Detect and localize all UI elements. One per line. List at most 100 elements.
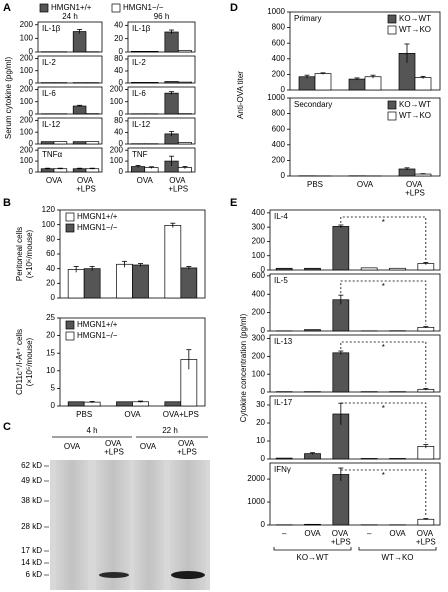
y-tick-label: 200 <box>110 145 124 154</box>
bar <box>144 82 159 84</box>
group-bracket <box>273 547 352 551</box>
marker-label: 28 kD <box>21 522 42 531</box>
legend-swatch <box>387 14 397 24</box>
plot-frame <box>269 334 441 393</box>
legend-label: HMGN1+/+ <box>77 212 118 221</box>
y-tick-label: 200 <box>20 145 34 154</box>
x-tick-label: OVA <box>357 180 374 189</box>
y-tick-label: 0 <box>261 387 266 396</box>
bar <box>164 92 179 115</box>
legend-swatch <box>39 3 49 13</box>
error-bar <box>338 350 344 355</box>
bar <box>180 267 198 299</box>
legend-label: KO→WT <box>399 100 431 109</box>
bar <box>360 458 378 460</box>
gel: 4 h 22 h OVA OVA +LPS OVA OVA +LPS 62 kD… <box>21 426 210 590</box>
bar <box>332 474 350 526</box>
marker-label: 14 kD <box>21 558 42 567</box>
chart-title: IL-17 <box>274 398 293 407</box>
gel-markers <box>44 465 49 576</box>
error-bar <box>77 104 83 107</box>
bar <box>304 267 321 271</box>
x-tick-label: OVA +LPS <box>416 529 436 546</box>
chart-title: IL-6 <box>42 89 56 98</box>
x-tick-label: – <box>282 529 287 538</box>
bar <box>275 267 293 271</box>
y-tick-label: 100 <box>42 220 56 229</box>
chart-title: IFNγ <box>274 465 291 474</box>
error-bar <box>138 400 143 403</box>
plot-frame <box>289 97 441 177</box>
legend-swatch <box>387 111 397 121</box>
bar <box>72 31 87 53</box>
chart-title: TNFα <box>42 150 63 159</box>
bar <box>131 82 146 84</box>
plot-frame <box>127 21 196 53</box>
bar <box>72 105 87 115</box>
error-bar <box>320 72 326 75</box>
plot-frame <box>269 273 441 332</box>
y-axis-label: Peritoneal cells <box>15 227 24 281</box>
y-tick-label: 0 <box>51 293 56 302</box>
x-tick-label: PBS <box>76 410 92 419</box>
y-tick-label: 0 <box>261 265 266 274</box>
significance-bracket <box>340 341 427 387</box>
bar <box>67 269 85 299</box>
y-tick-label: 100 <box>110 156 124 165</box>
y-tick-label: 20 <box>256 418 265 427</box>
legend-swatch <box>111 3 121 13</box>
significance-mark: * <box>382 282 385 291</box>
y-tick-label: 400 <box>252 208 266 217</box>
bar <box>131 50 146 53</box>
y-tick-label: 15 <box>46 348 55 357</box>
y-tick-label: 600 <box>272 124 286 133</box>
y-tick-label: 60 <box>46 249 55 258</box>
y-tick-label: 600 <box>252 271 266 280</box>
y-tick-label: 600 <box>272 38 286 47</box>
gel-time: 4 h <box>86 426 97 435</box>
plot-frame <box>37 86 103 115</box>
plot-frame <box>269 209 441 271</box>
error-bar <box>169 91 175 95</box>
gel-lane-label: OVA +LPS <box>177 439 197 456</box>
panel-label: D <box>230 2 238 14</box>
chart-title: IL-6 <box>132 89 146 98</box>
bar <box>164 401 182 407</box>
y-tick-label: 0 <box>119 167 124 176</box>
error-bar <box>169 155 175 166</box>
error-bar <box>122 260 127 268</box>
y-tick-label: 100 <box>252 369 266 378</box>
y-axis-label: CD11c⁺/I-Aᵉ⁺ cells <box>15 329 24 395</box>
y-tick-label: 0 <box>119 109 124 118</box>
plot-frame <box>37 117 103 145</box>
error-bar <box>423 388 429 391</box>
bar <box>304 329 321 332</box>
y-tick-label: 400 <box>272 140 286 149</box>
legend-label: HMGN1−/− <box>77 223 118 232</box>
y-tick-label: 0 <box>281 85 286 94</box>
y-tick-label: 40 <box>114 66 123 75</box>
plot-frame <box>127 117 196 145</box>
y-tick-label: 100 <box>20 66 34 75</box>
y-tick-label: 10 <box>256 436 265 445</box>
y-tick-label: 100 <box>20 33 34 42</box>
chart-title: IL-12 <box>132 120 151 129</box>
error-bar <box>420 75 426 79</box>
error-bar <box>57 167 63 170</box>
bar <box>177 142 192 145</box>
y-tick-label: 40 <box>114 128 123 137</box>
legend-swatch <box>387 25 397 35</box>
error-bar <box>338 224 344 228</box>
panel-label: A <box>3 2 11 14</box>
error-bar <box>89 266 95 271</box>
y-tick-label: 800 <box>272 109 286 118</box>
x-tick-label: OVA +LPS <box>76 176 96 193</box>
chart-title: IL-2 <box>132 58 146 67</box>
y-tick-label: 0 <box>119 78 124 87</box>
y-tick-label: 1000 <box>247 497 265 506</box>
error-bar <box>404 43 410 63</box>
y-tick-label: 1000 <box>267 93 285 102</box>
bar <box>116 263 133 299</box>
y-axis-label: (×10⁵/mouse) <box>25 229 34 278</box>
chart-title: Primary <box>294 14 322 23</box>
